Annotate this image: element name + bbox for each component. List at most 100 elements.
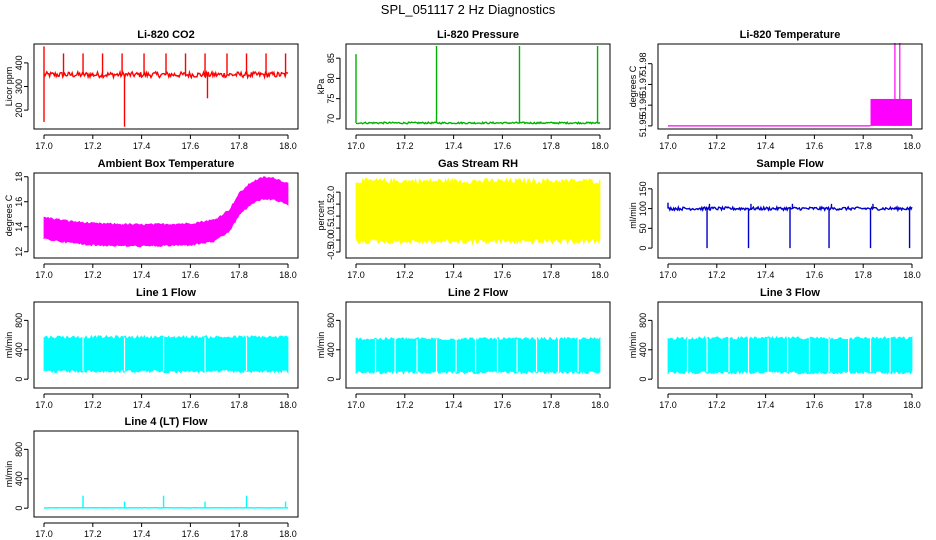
sample-flow-x-tick-label: 17.8 <box>854 270 872 280</box>
ambient-box-temperature-series <box>43 176 289 248</box>
line-1-flow-title: Line 1 Flow <box>136 287 196 299</box>
sample-flow-trace <box>667 204 913 213</box>
line-4-lt-flow-x-tick-label: 18.0 <box>279 529 297 539</box>
li820-pressure-series <box>355 46 601 125</box>
li820-co2-x-tick-label: 17.6 <box>182 141 200 151</box>
gas-stream-rh-y-tick-label: 1.5 <box>326 198 336 211</box>
line-4-lt-flow-y-tick-label: 400 <box>14 471 24 486</box>
li820-co2-x-axis: 17.0 17.2 17.4 17.6 17.8 18.0 <box>35 134 297 151</box>
gas-stream-rh-y-tick-label: 1.0 <box>326 210 336 223</box>
sample-flow-plot-box <box>657 172 923 259</box>
gas-stream-rh-series <box>355 177 601 246</box>
line-2-flow-series <box>355 336 601 375</box>
line-4-lt-flow-ylabel: ml/min <box>4 461 14 488</box>
ambient-box-temperature-x-tick-label: 17.0 <box>35 270 53 280</box>
li820-co2-y-tick-label: 300 <box>14 79 24 94</box>
ambient-box-temperature-band <box>43 176 289 248</box>
line-3-flow-y-tick-label: 800 <box>638 313 648 328</box>
gas-stream-rh-plot-box <box>345 172 611 259</box>
gas-stream-rh-x-tick-label: 18.0 <box>591 270 609 280</box>
line-3-flow-panel: Line 3 Flow ml/min 17.0 17.2 17.4 17.6 17.8 18.… <box>628 287 923 410</box>
figure-title: SPL_051117 2 Hz Diagnostics <box>380 2 556 17</box>
li820-temperature-x-tick-label: 17.4 <box>757 141 775 151</box>
li820-co2-x-tick-label: 17.0 <box>35 141 53 151</box>
line-2-flow-ylabel: ml/min <box>316 332 326 359</box>
line-4-lt-flow-y-tick-label: 800 <box>14 442 24 457</box>
li820-pressure-trace <box>355 120 601 125</box>
li820-pressure-panel: Li-820 Pressure kPa 17.0 17.2 17.4 17.6 17.8 18… <box>316 29 611 151</box>
line-2-flow-title: Line 2 Flow <box>448 287 508 299</box>
ambient-box-temperature-y-tick-label: 18 <box>14 172 24 182</box>
line-1-flow-y-axis: 0 400 800 <box>14 313 29 382</box>
li820-pressure-x-tick-label: 18.0 <box>591 141 609 151</box>
li820-temperature-y-tick-label: 51.95 <box>638 115 648 138</box>
li820-pressure-x-tick-label: 17.8 <box>542 141 560 151</box>
line-3-flow-x-axis: 17.0 17.2 17.4 17.6 17.8 18.0 <box>659 393 921 410</box>
li820-temperature-y-tick-label: 51.98 <box>638 52 648 75</box>
gas-stream-rh-ylabel: percent <box>316 200 326 231</box>
gas-stream-rh-band <box>355 177 601 246</box>
li820-pressure-y-tick-label: 75 <box>326 94 336 104</box>
line-3-flow-ylabel: ml/min <box>628 332 638 359</box>
line-1-flow-ylabel: ml/min <box>4 332 14 359</box>
li820-co2-x-tick-label: 17.8 <box>230 141 248 151</box>
li820-temperature-x-tick-label: 17.0 <box>659 141 677 151</box>
ambient-box-temperature-x-tick-label: 17.8 <box>230 270 248 280</box>
ambient-box-temperature-title: Ambient Box Temperature <box>98 158 235 170</box>
gas-stream-rh-y-tick-label: 0.5 <box>326 222 336 235</box>
li820-pressure-x-tick-label: 17.0 <box>347 141 365 151</box>
line-4-lt-flow-x-tick-label: 17.4 <box>133 529 151 539</box>
line-2-flow-panel: Line 2 Flow ml/min 17.0 17.2 17.4 17.6 17.8 18.… <box>316 287 611 410</box>
gas-stream-rh-title: Gas Stream RH <box>438 158 518 170</box>
line-3-flow-y-tick-label: 400 <box>638 342 648 357</box>
line-1-flow-x-axis: 17.0 17.2 17.4 17.6 17.8 18.0 <box>35 393 297 410</box>
li820-pressure-y-axis: 70 75 80 85 <box>326 53 341 124</box>
sample-flow-x-axis: 17.0 17.2 17.4 17.6 17.8 18.0 <box>659 263 921 280</box>
line-3-flow-y-axis: 0 400 800 <box>638 313 653 382</box>
gas-stream-rh-x-tick-label: 17.8 <box>542 270 560 280</box>
ambient-box-temperature-ylabel: degrees C <box>4 194 14 236</box>
line-1-flow-y-tick-label: 400 <box>14 342 24 357</box>
ambient-box-temperature-plot-box <box>33 172 299 259</box>
line-3-flow-x-tick-label: 18.0 <box>903 400 921 410</box>
line-4-lt-flow-x-tick-label: 17.6 <box>182 529 200 539</box>
gas-stream-rh-y-tick-label: 2.0 <box>326 186 336 199</box>
li820-temperature-x-tick-label: 17.8 <box>854 141 872 151</box>
line-1-flow-plot-box <box>33 301 299 389</box>
line-1-flow-x-tick-label: 17.0 <box>35 400 53 410</box>
gas-stream-rh-x-tick-label: 17.2 <box>396 270 414 280</box>
sample-flow-x-tick-label: 17.6 <box>806 270 824 280</box>
line-2-flow-x-axis: 17.0 17.2 17.4 17.6 17.8 18.0 <box>347 393 609 410</box>
li820-pressure-y-tick-label: 80 <box>326 73 336 83</box>
ambient-box-temperature-y-tick-label: 14 <box>14 222 24 232</box>
li820-co2-y-tick-label: 200 <box>14 103 24 118</box>
line-2-flow-y-axis: 0 400 800 <box>326 313 341 382</box>
li820-co2-ylabel: Licor ppm <box>4 67 14 107</box>
line-4-lt-flow-x-axis: 17.0 17.2 17.4 17.6 17.8 18.0 <box>35 522 297 539</box>
ambient-box-temperature-y-tick-label: 12 <box>14 247 24 257</box>
gas-stream-rh-panel: Gas Stream RH percent 17.0 17.2 17.4 17.6 17.8… <box>316 158 611 280</box>
line-1-flow-panel: Line 1 Flow ml/min 17.0 17.2 17.4 17.6 17.8 18.… <box>4 287 299 410</box>
li820-pressure-x-axis: 17.0 17.2 17.4 17.6 17.8 18.0 <box>347 134 609 151</box>
line-2-flow-y-tick-label: 400 <box>326 342 336 357</box>
sample-flow-x-tick-label: 17.0 <box>659 270 677 280</box>
li820-pressure-ylabel: kPa <box>316 79 326 95</box>
line-3-flow-x-tick-label: 17.4 <box>757 400 775 410</box>
li820-temperature-series <box>668 42 912 127</box>
line-3-flow-y-tick-label: 0 <box>638 377 648 382</box>
sample-flow-y-tick-label: 100 <box>638 201 648 216</box>
line-3-flow-x-tick-label: 17.0 <box>659 400 677 410</box>
li820-pressure-x-tick-label: 17.4 <box>445 141 463 151</box>
li820-temperature-ylabel: degrees C <box>628 65 638 107</box>
line-4-lt-flow-x-tick-label: 17.8 <box>230 529 248 539</box>
ambient-box-temperature-x-tick-label: 17.2 <box>84 270 102 280</box>
line-1-flow-x-tick-label: 17.8 <box>230 400 248 410</box>
ambient-box-temperature-x-axis: 17.0 17.2 17.4 17.6 17.8 18.0 <box>35 263 297 280</box>
line-1-flow-series <box>43 334 289 375</box>
gas-stream-rh-y-tick-label: 0.0 <box>326 234 336 247</box>
sample-flow-x-tick-label: 17.4 <box>757 270 775 280</box>
